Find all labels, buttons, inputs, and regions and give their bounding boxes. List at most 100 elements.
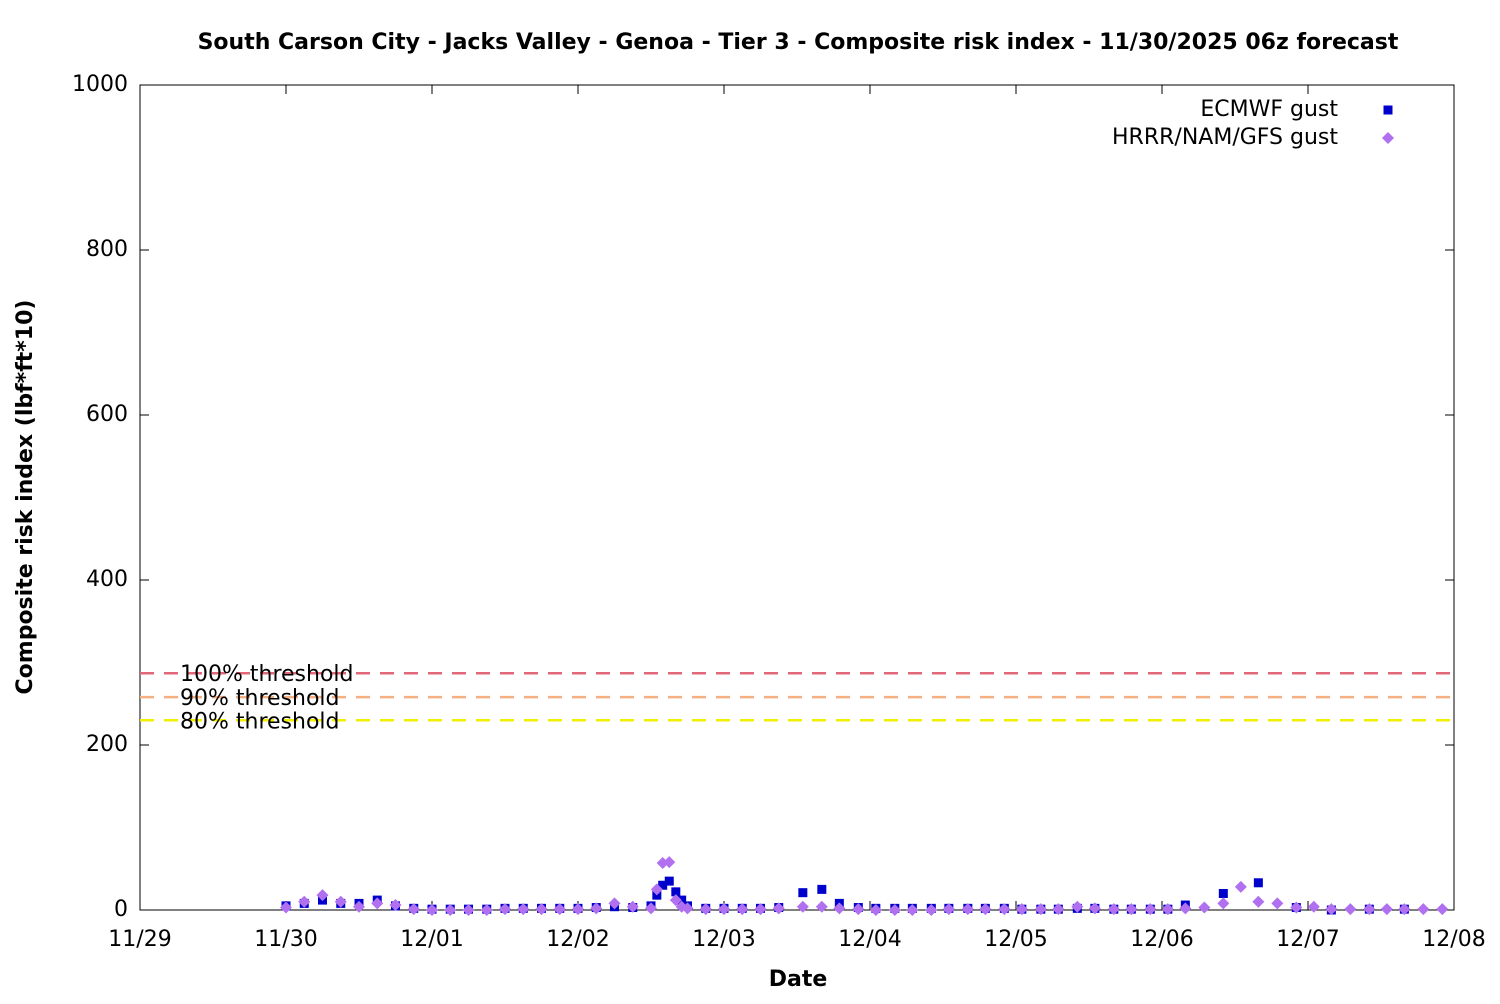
data-point <box>1034 903 1047 916</box>
data-point <box>796 900 809 913</box>
data-point <box>998 903 1011 916</box>
data-point <box>1271 897 1284 910</box>
chart-title: South Carson City - Jacks Valley - Genoa… <box>198 30 1399 55</box>
x-tick-label: 12/03 <box>692 927 755 952</box>
y-tick-label: 200 <box>86 732 128 757</box>
data-point <box>1179 902 1192 915</box>
data-point <box>371 897 384 910</box>
data-point <box>1015 903 1028 916</box>
data-point <box>1417 903 1430 916</box>
threshold-label: 90% threshold <box>180 686 340 711</box>
data-point <box>480 904 493 916</box>
data-point <box>572 903 584 916</box>
y-tick-label: 600 <box>86 402 128 427</box>
x-tick-label: 11/30 <box>254 927 317 952</box>
data-point <box>1217 897 1230 910</box>
data-point <box>389 899 402 912</box>
data-point <box>833 902 846 915</box>
data-point <box>869 904 882 916</box>
data-point <box>334 895 347 908</box>
data-point <box>626 900 639 913</box>
y-tick-label: 1000 <box>72 72 128 97</box>
data-point <box>426 904 438 916</box>
data-point <box>671 887 681 897</box>
data-point <box>815 900 828 913</box>
data-point <box>663 856 676 869</box>
x-tick-label: 12/08 <box>1422 927 1485 952</box>
data-point <box>658 880 668 890</box>
legend-marker <box>1382 132 1394 144</box>
data-point <box>669 894 682 907</box>
data-point <box>925 904 938 916</box>
data-point <box>1253 878 1263 888</box>
plot-frame <box>139 84 1455 911</box>
data-point <box>1380 903 1393 916</box>
data-point <box>1290 901 1303 914</box>
data-point <box>444 904 457 916</box>
legend-label: ECMWF gust <box>1200 97 1338 122</box>
data-point <box>1252 895 1265 908</box>
x-tick-label: 12/01 <box>400 927 463 952</box>
data-point <box>906 904 919 916</box>
data-point <box>316 889 329 902</box>
threshold-label: 100% threshold <box>180 662 354 687</box>
x-tick-label: 11/29 <box>108 927 171 952</box>
data-point <box>664 876 674 886</box>
data-point <box>645 902 657 915</box>
data-point <box>1436 903 1449 916</box>
y-tick-label: 800 <box>86 237 128 262</box>
data-point <box>517 903 530 916</box>
data-point <box>553 903 566 916</box>
data-point <box>353 900 365 913</box>
data-point <box>280 901 292 914</box>
x-tick-label: 12/05 <box>984 927 1047 952</box>
data-point <box>888 904 901 916</box>
data-point <box>1234 880 1247 893</box>
data-point <box>772 902 785 915</box>
y-axis-label: Composite risk index (lbf*ft*10) <box>13 300 38 695</box>
data-point <box>462 904 475 916</box>
data-point <box>1307 900 1320 913</box>
data-point <box>1144 903 1157 916</box>
data-point <box>852 903 865 916</box>
data-point <box>499 903 511 916</box>
legend-marker <box>1383 105 1393 115</box>
data-point <box>1088 902 1101 915</box>
x-tick-label: 12/07 <box>1276 927 1339 952</box>
data-point <box>798 888 808 898</box>
data-point <box>535 903 548 916</box>
data-point <box>407 903 420 916</box>
data-point <box>1325 903 1338 916</box>
threshold-label: 80% threshold <box>180 709 340 734</box>
x-tick-label: 12/02 <box>546 927 609 952</box>
legend-label: HRRR/NAM/GFS gust <box>1112 125 1338 150</box>
y-tick-label: 400 <box>86 567 128 592</box>
data-point <box>590 902 603 915</box>
data-point <box>1198 901 1211 914</box>
data-point <box>942 903 955 916</box>
y-tick-label: 0 <box>114 897 128 922</box>
x-tick-label: 12/06 <box>1130 927 1193 952</box>
data-point <box>699 903 712 916</box>
data-point <box>1052 903 1065 916</box>
data-point <box>961 903 974 916</box>
data-point <box>1107 903 1120 916</box>
data-point <box>1218 889 1228 898</box>
data-point <box>718 903 730 916</box>
data-point <box>1161 903 1174 916</box>
data-point <box>650 883 663 896</box>
data-point <box>736 903 749 916</box>
data-point <box>1363 903 1376 916</box>
data-point <box>817 884 827 894</box>
data-point <box>1125 903 1138 916</box>
x-axis-label: Date <box>769 967 828 992</box>
data-point <box>1398 903 1411 916</box>
data-point <box>608 897 621 910</box>
data-point <box>681 902 694 915</box>
data-point <box>1071 900 1084 913</box>
x-tick-label: 12/04 <box>838 927 901 952</box>
data-point <box>754 903 767 916</box>
data-point <box>979 903 992 916</box>
